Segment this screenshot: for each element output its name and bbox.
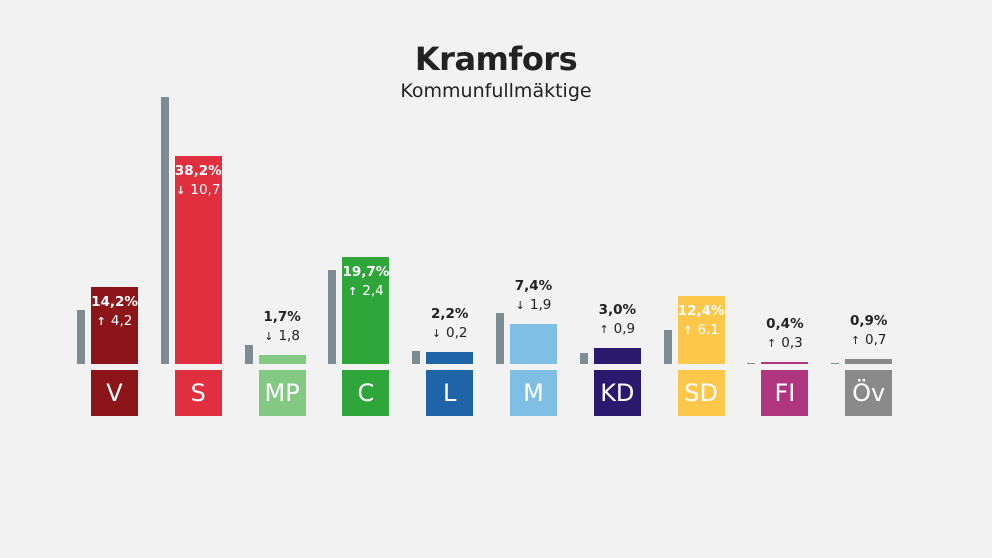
change-value: 0,7: [865, 332, 887, 349]
chart-subtitle: Kommunfullmäktige: [400, 80, 592, 102]
change-value: 1,9: [529, 296, 552, 313]
party-label-c: C: [342, 370, 390, 416]
arrow-down-icon: ↓: [515, 298, 525, 312]
change-value: 0,3: [781, 334, 803, 351]
change-value: 2,4: [362, 282, 384, 299]
chart-title: Kramfors: [414, 40, 578, 78]
value-label-ov: 0,9%: [849, 313, 888, 330]
party-label-l: L: [426, 370, 474, 416]
change-label-m: ↓ 1,9: [504, 297, 564, 313]
arrow-down-icon: ↓: [264, 329, 274, 343]
previous-bar-s: [160, 97, 169, 364]
value-label-fi: 0,4%: [766, 315, 804, 332]
value-label-mp: 1,7%: [263, 308, 301, 325]
bar-sd: [677, 296, 725, 364]
change-value: 0,2: [446, 325, 468, 341]
bar-m: [510, 323, 557, 364]
previous-bar-mp: [244, 344, 253, 364]
previous-bar-fi: [747, 363, 756, 364]
value-label-s: 38,2%: [174, 162, 222, 179]
party-label-m: M: [510, 370, 557, 416]
party-label-s: S: [174, 370, 222, 416]
bar-v: [91, 286, 138, 364]
change-label-l: ↓ 0,2: [420, 325, 480, 341]
change-label-fi: ↑ 0,3: [755, 335, 815, 351]
bar-l: [426, 352, 474, 364]
previous-bar-v: [77, 309, 85, 364]
change-label-kd: ↑ 0,9: [587, 321, 647, 337]
bar-fi: [761, 361, 809, 364]
bar-mp: [258, 354, 306, 364]
value-label-c: 19,7%: [342, 263, 390, 280]
value-label-v: 14,2%: [91, 293, 138, 310]
arrow-down-icon: ↓: [176, 183, 186, 197]
change-value: 10,7: [190, 181, 221, 198]
previous-bar-ov: [831, 362, 840, 364]
change-label-v: ↑ 4,2: [85, 313, 145, 329]
party-label-sd: SD: [677, 370, 725, 416]
change-value: 6,1: [697, 322, 719, 339]
party-label-kd: KD: [593, 370, 641, 416]
bar-kd: [593, 347, 641, 364]
bar-c: [342, 256, 390, 364]
value-label-m: 7,4%: [514, 277, 553, 294]
change-value: 1,8: [278, 327, 300, 344]
party-label-fi: FI: [761, 370, 809, 416]
value-label-kd: 3,0%: [598, 301, 637, 318]
arrow-up-icon: ↑: [348, 284, 358, 298]
arrow-up-icon: ↑: [850, 334, 861, 348]
change-label-sd: ↑ 6,1: [671, 322, 731, 338]
arrow-up-icon: ↑: [96, 314, 106, 328]
change-label-s: ↓ 10,7: [168, 182, 228, 198]
bar-s: [174, 155, 222, 364]
party-label-v: V: [91, 370, 138, 416]
value-label-l: 2,2%: [430, 306, 469, 322]
bar-ov: [845, 359, 893, 364]
previous-bar-kd: [579, 352, 588, 364]
change-label-ov: ↑ 0,7: [839, 332, 899, 348]
change-label-c: ↑ 2,4: [336, 283, 396, 299]
arrow-up-icon: ↑: [683, 324, 693, 338]
arrow-up-icon: ↑: [599, 322, 609, 336]
value-label-sd: 12,4%: [677, 303, 725, 320]
party-label-mp: MP: [258, 370, 306, 416]
arrow-up-icon: ↑: [767, 336, 777, 350]
change-label-mp: ↓ 1,8: [252, 328, 312, 344]
previous-bar-c: [328, 269, 337, 364]
previous-bar-m: [496, 313, 504, 364]
change-value: 4,2: [110, 312, 133, 329]
change-value: 0,9: [613, 320, 636, 337]
previous-bar-sd: [663, 329, 672, 364]
party-label-ov: Öv: [845, 370, 893, 416]
previous-bar-l: [412, 350, 421, 364]
arrow-down-icon: ↓: [431, 327, 442, 340]
